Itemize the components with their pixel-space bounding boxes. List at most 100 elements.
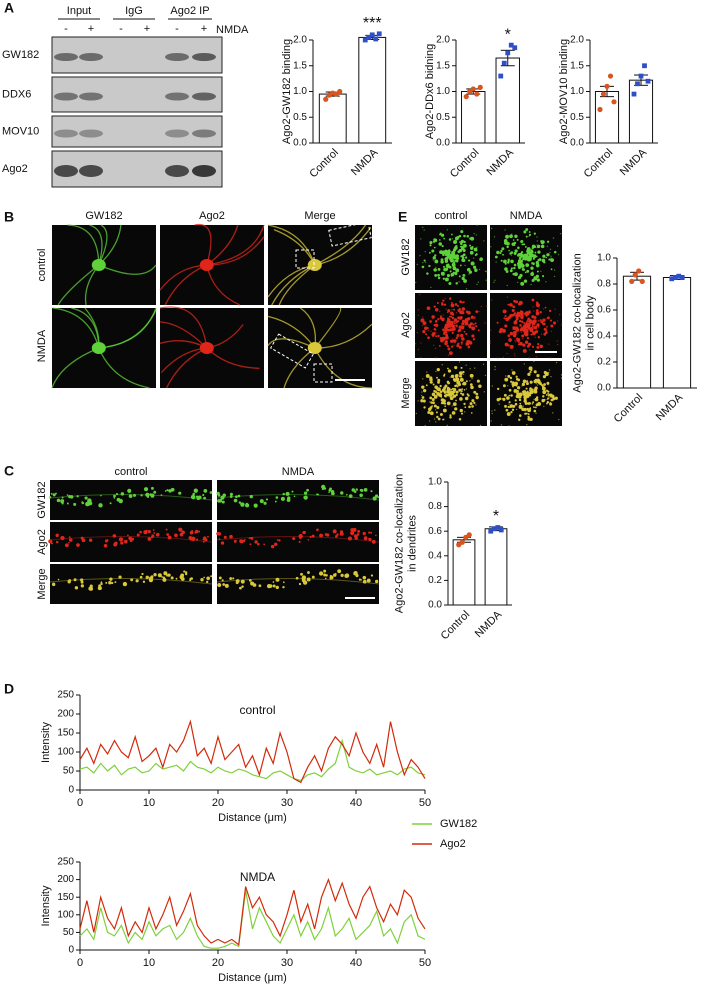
puncta	[526, 269, 530, 273]
puncta	[422, 316, 424, 318]
puncta	[220, 541, 225, 545]
puncta	[432, 256, 436, 260]
puncta	[222, 493, 226, 497]
puncta	[68, 579, 72, 582]
puncta	[263, 543, 266, 546]
puncta	[548, 258, 551, 261]
blot-band	[54, 92, 78, 101]
row-label: Ago2	[36, 529, 48, 555]
puncta	[546, 400, 550, 404]
bar	[628, 79, 654, 144]
blot-band	[192, 129, 216, 138]
puncta	[455, 393, 458, 397]
puncta	[476, 224, 478, 226]
puncta	[426, 306, 431, 311]
puncta	[453, 344, 455, 347]
puncta	[493, 281, 495, 283]
puncta	[423, 385, 425, 388]
puncta	[508, 249, 510, 252]
puncta	[450, 374, 455, 379]
puncta	[433, 238, 438, 243]
roi-box	[269, 333, 315, 369]
x-tick-label: 50	[419, 957, 431, 969]
bar	[662, 277, 692, 389]
puncta	[336, 533, 339, 536]
puncta	[458, 417, 462, 421]
puncta	[542, 375, 547, 379]
puncta	[429, 396, 433, 400]
puncta	[131, 537, 135, 541]
puncta	[507, 303, 510, 306]
puncta	[448, 396, 450, 398]
y-tick-label: 0.6	[428, 526, 442, 537]
puncta	[448, 315, 451, 318]
puncta	[459, 245, 462, 248]
puncta	[179, 575, 184, 580]
puncta	[550, 324, 554, 328]
puncta	[542, 390, 547, 395]
puncta	[519, 273, 523, 278]
puncta	[484, 270, 487, 272]
image-frame	[50, 564, 212, 604]
puncta	[472, 265, 477, 269]
puncta	[533, 406, 535, 409]
puncta	[150, 535, 154, 539]
puncta	[514, 341, 517, 343]
puncta	[60, 535, 65, 541]
puncta	[446, 401, 451, 406]
puncta	[443, 265, 446, 268]
puncta	[451, 262, 456, 267]
puncta	[66, 502, 69, 505]
puncta	[80, 536, 84, 540]
bar	[484, 528, 508, 606]
puncta	[270, 544, 275, 549]
puncta	[534, 386, 538, 390]
puncta	[68, 495, 72, 499]
puncta	[194, 529, 199, 534]
data-point	[488, 528, 494, 534]
puncta	[502, 356, 504, 358]
puncta	[429, 411, 434, 416]
puncta	[535, 263, 540, 268]
puncta	[139, 575, 143, 579]
puncta	[525, 412, 528, 415]
puncta	[183, 570, 186, 573]
puncta	[167, 535, 172, 540]
puncta	[443, 254, 445, 256]
puncta	[552, 399, 554, 402]
puncta	[470, 315, 474, 319]
puncta	[416, 263, 419, 266]
puncta	[546, 326, 548, 328]
puncta	[479, 424, 482, 427]
puncta	[525, 235, 528, 238]
puncta	[523, 322, 526, 324]
puncta	[377, 496, 380, 499]
y-axis-label: Ago2-GW182 co-localization	[393, 474, 405, 613]
puncta	[521, 259, 523, 262]
puncta	[506, 296, 509, 298]
puncta	[508, 338, 512, 342]
puncta	[422, 321, 427, 325]
puncta	[462, 273, 466, 277]
puncta	[513, 314, 516, 317]
puncta	[534, 251, 537, 254]
puncta	[184, 572, 188, 576]
puncta	[463, 402, 466, 406]
puncta	[513, 326, 516, 329]
puncta	[516, 262, 520, 265]
puncta	[498, 403, 500, 405]
puncta	[328, 491, 330, 494]
puncta	[282, 581, 285, 584]
puncta	[505, 270, 509, 273]
puncta	[204, 538, 208, 542]
puncta	[363, 488, 368, 492]
puncta	[547, 397, 550, 400]
puncta	[518, 256, 522, 260]
puncta	[517, 281, 519, 284]
puncta	[73, 502, 77, 506]
bar	[452, 539, 476, 606]
puncta	[179, 529, 181, 532]
puncta	[531, 298, 535, 302]
puncta	[452, 378, 456, 381]
puncta	[178, 491, 182, 495]
